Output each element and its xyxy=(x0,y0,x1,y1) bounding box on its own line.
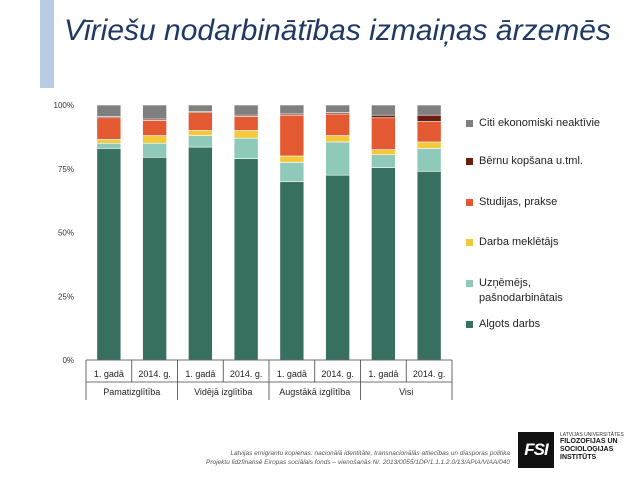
bar-segment xyxy=(96,139,122,144)
bar-segment xyxy=(233,137,259,159)
bar-segment xyxy=(371,149,396,156)
y-tick-label: 100% xyxy=(54,101,74,110)
legend-item: Darba meklētājs xyxy=(466,235,629,250)
bar-segment xyxy=(96,148,122,361)
bar-segment xyxy=(325,135,350,143)
logo-text: LATVIJAS UNIVERSITĀTES FILOZOFIJAS UN SO… xyxy=(560,432,635,462)
bar-segment xyxy=(325,113,350,136)
legend-label: Darba meklētājs xyxy=(479,236,559,248)
x-tick-label: 1. gadā xyxy=(368,369,398,379)
bar-segment xyxy=(371,114,396,119)
legend-item: Algots darbs xyxy=(466,317,629,332)
legend-swatch xyxy=(466,280,473,287)
bar-segment xyxy=(96,104,122,117)
bar-segment xyxy=(416,121,442,143)
logo-mark: FSI xyxy=(518,432,554,468)
x-tick-label: 2014. g. xyxy=(230,369,263,379)
bar-segment xyxy=(371,167,396,361)
bar-segment xyxy=(416,171,442,361)
bar-segment xyxy=(325,104,350,113)
bar-segment xyxy=(371,104,396,116)
institute-logo: FSI LATVIJAS UNIVERSITĀTES FILOZOFIJAS U… xyxy=(518,432,633,472)
bar-segment xyxy=(279,162,305,182)
bar-segment xyxy=(188,146,213,361)
bar-segment xyxy=(416,141,442,149)
x-tick-label: 1. gadā xyxy=(94,369,124,379)
legend-item: Bērnu kopšana u.tml. xyxy=(466,154,629,169)
y-tick-label: 75% xyxy=(58,165,74,174)
legend-label: Citi ekonomiski neaktīvie xyxy=(479,117,601,129)
footer-line-2: Projektu līdzfinansē Eiropas sociālais f… xyxy=(206,459,510,466)
legend-label: Bērnu kopšana u.tml. xyxy=(479,155,583,167)
x-tick-label: 2014. g. xyxy=(321,369,354,379)
page-title: Vīriešu nodarbinātības izmaiņas ārzemēs xyxy=(64,14,611,47)
bar-segment xyxy=(188,130,213,136)
legend-swatch xyxy=(466,321,473,328)
bar-segment xyxy=(142,104,167,120)
y-tick-label: 25% xyxy=(58,292,74,301)
legend-swatch xyxy=(466,158,473,165)
group-label: Vidējā izglītība xyxy=(194,387,252,397)
logo-main-line-1: FILOZOFIJAS UN xyxy=(560,438,618,445)
x-tick-label: 2014. g. xyxy=(413,369,446,379)
group-label: Augstākā izglītība xyxy=(279,387,350,397)
bar-segment xyxy=(279,104,305,115)
bar-segment xyxy=(233,130,259,139)
bar-segment xyxy=(233,158,259,361)
legend-label: Uzņēmējs, pašnodarbinātais xyxy=(479,277,563,304)
legend-swatch xyxy=(466,239,473,246)
legend-item: Uzņēmējs, pašnodarbinātais xyxy=(466,276,629,306)
legend-item: Citi ekonomiski neaktīvie xyxy=(466,116,629,131)
bar-segment xyxy=(96,142,122,149)
bar-segment xyxy=(188,104,213,112)
bar-segment xyxy=(371,154,396,168)
y-tick-label: 0% xyxy=(62,356,74,365)
bar-segment xyxy=(233,116,259,131)
bar-segment xyxy=(233,104,259,116)
bar-segment xyxy=(279,155,305,163)
legend-label: Algots darbs xyxy=(479,318,541,330)
x-tick-label: 1. gadā xyxy=(185,369,215,379)
legend-label: Studijas, prakse xyxy=(479,196,558,208)
x-tick-label: 2014. g. xyxy=(138,369,171,379)
title-accent-bar xyxy=(40,0,54,88)
bar-segment xyxy=(142,135,167,144)
bar-segment xyxy=(142,142,167,158)
logo-main-line-2: SOCIOLOĢIJAS xyxy=(560,446,614,453)
legend-item: Studijas, prakse xyxy=(466,195,629,210)
group-label: Pamatizglītība xyxy=(103,387,160,397)
bar-segment xyxy=(188,135,213,148)
bar-segment xyxy=(325,174,350,361)
bar-segment xyxy=(188,112,213,131)
logo-main-line-3: INSTITŪTS xyxy=(560,454,597,461)
bar-segment xyxy=(279,181,305,361)
bar-segment xyxy=(416,148,442,172)
y-tick-label: 50% xyxy=(58,229,74,238)
x-tick-label: 1. gadā xyxy=(277,369,307,379)
bar-segment xyxy=(325,141,350,176)
bar-segment xyxy=(142,156,167,361)
bar-segment xyxy=(142,120,167,136)
bar-segment xyxy=(371,117,396,150)
bar-segment xyxy=(96,117,122,140)
legend-swatch xyxy=(466,120,473,127)
footer-credits: Latvijas emigrantu kopienas: nacionālā i… xyxy=(150,449,510,467)
footer-line-1: Latvijas emigrantu kopienas: nacionālā i… xyxy=(230,450,510,457)
bar-segment xyxy=(416,104,442,116)
legend-swatch xyxy=(466,199,473,206)
group-label: Visi xyxy=(399,387,413,397)
logo-top-text: LATVIJAS UNIVERSITĀTES xyxy=(560,432,624,438)
bar-segment xyxy=(416,114,442,122)
bar-segment xyxy=(279,114,305,157)
